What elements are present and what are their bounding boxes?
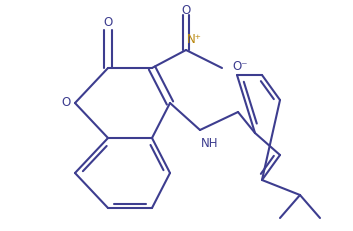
Text: N⁺: N⁺ [187,33,202,46]
Text: O: O [61,97,71,109]
Text: O⁻: O⁻ [232,60,247,73]
Text: O: O [103,16,113,30]
Text: O: O [181,3,191,16]
Text: NH: NH [201,137,219,150]
